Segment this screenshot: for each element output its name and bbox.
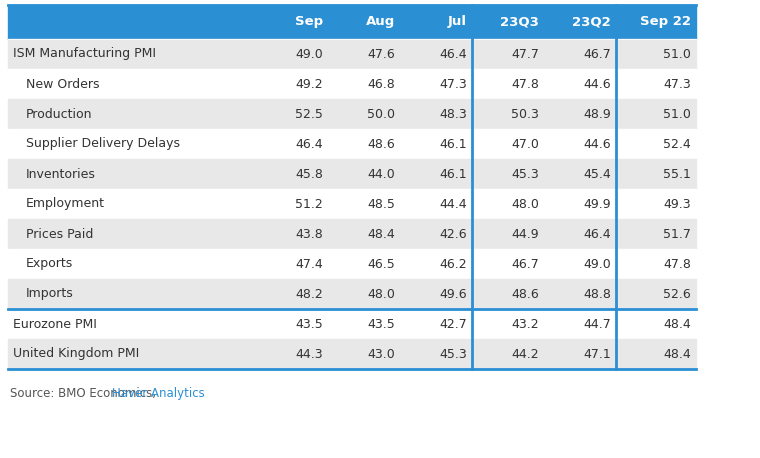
Text: 46.2: 46.2 [439,257,467,271]
Text: 43.8: 43.8 [295,228,323,240]
Text: 49.6: 49.6 [439,288,467,300]
Bar [8,129,696,159]
Text: 47.3: 47.3 [439,77,467,91]
Text: 44.4: 44.4 [439,197,467,211]
Text: Aug: Aug [366,16,395,28]
Text: Employment: Employment [26,197,105,211]
Text: 50.0: 50.0 [367,108,395,120]
Text: 52.5: 52.5 [295,108,323,120]
Text: 48.8: 48.8 [583,288,611,300]
Text: Prices Paid: Prices Paid [26,228,93,240]
Text: 46.7: 46.7 [511,257,539,271]
Text: 46.5: 46.5 [367,257,395,271]
Text: 44.9: 44.9 [511,228,539,240]
Text: Supplier Delivery Delays: Supplier Delivery Delays [26,137,180,151]
Text: 47.1: 47.1 [583,348,611,360]
Text: 23Q3: 23Q3 [500,16,539,28]
Text: Production: Production [26,108,93,120]
Text: 48.0: 48.0 [511,197,539,211]
Text: 49.3: 49.3 [663,197,691,211]
Text: 49.2: 49.2 [296,77,323,91]
Text: 48.9: 48.9 [583,108,611,120]
Text: 45.3: 45.3 [511,168,539,180]
Text: 45.4: 45.4 [583,168,611,180]
Bar [8,249,696,279]
Text: 48.2: 48.2 [295,288,323,300]
Text: 47.0: 47.0 [511,137,539,151]
Text: 51.7: 51.7 [663,228,691,240]
Text: 51.2: 51.2 [295,197,323,211]
Text: ISM Manufacturing PMI: ISM Manufacturing PMI [13,48,156,60]
Text: 44.6: 44.6 [584,77,611,91]
Text: New Orders: New Orders [26,77,100,91]
Text: 45.8: 45.8 [295,168,323,180]
Bar [8,279,696,309]
Text: 44.6: 44.6 [584,137,611,151]
Text: 47.8: 47.8 [663,257,691,271]
Text: Source: BMO Economics,: Source: BMO Economics, [10,387,160,400]
Text: 48.5: 48.5 [367,197,395,211]
Text: 43.5: 43.5 [295,317,323,331]
Text: 47.6: 47.6 [367,48,395,60]
Text: 42.7: 42.7 [439,317,467,331]
Bar [8,309,696,339]
Text: Haver Analytics: Haver Analytics [112,387,204,400]
Text: 48.4: 48.4 [663,317,691,331]
Text: 47.7: 47.7 [511,48,539,60]
Text: 46.4: 46.4 [296,137,323,151]
Text: Sep 22: Sep 22 [640,16,691,28]
Bar [8,39,696,69]
Bar [8,339,696,369]
Text: 51.0: 51.0 [663,108,691,120]
Text: 42.6: 42.6 [439,228,467,240]
Text: 47.4: 47.4 [295,257,323,271]
Text: 48.6: 48.6 [511,288,539,300]
Bar [8,5,696,39]
Text: 23Q2: 23Q2 [572,16,611,28]
Text: 52.6: 52.6 [663,288,691,300]
Text: 45.3: 45.3 [439,348,467,360]
Text: 44.7: 44.7 [583,317,611,331]
Text: 51.0: 51.0 [663,48,691,60]
Text: 46.8: 46.8 [367,77,395,91]
Text: 47.8: 47.8 [511,77,539,91]
Bar [8,69,696,99]
Text: Imports: Imports [26,288,74,300]
Text: 43.5: 43.5 [367,317,395,331]
Text: 46.1: 46.1 [439,168,467,180]
Text: 52.4: 52.4 [663,137,691,151]
Text: 49.0: 49.0 [583,257,611,271]
Text: 47.3: 47.3 [663,77,691,91]
Text: 48.4: 48.4 [663,348,691,360]
Text: 50.3: 50.3 [511,108,539,120]
Text: Jul: Jul [448,16,467,28]
Text: Inventories: Inventories [26,168,96,180]
Text: 43.0: 43.0 [367,348,395,360]
Text: 49.0: 49.0 [295,48,323,60]
Text: 43.2: 43.2 [511,317,539,331]
Text: 49.9: 49.9 [584,197,611,211]
Text: 44.3: 44.3 [296,348,323,360]
Bar [8,159,696,189]
Text: Exports: Exports [26,257,73,271]
Text: 44.0: 44.0 [367,168,395,180]
Text: 48.0: 48.0 [367,288,395,300]
Text: 46.4: 46.4 [584,228,611,240]
Text: 46.4: 46.4 [439,48,467,60]
Text: 46.1: 46.1 [439,137,467,151]
Text: 48.3: 48.3 [439,108,467,120]
Text: 55.1: 55.1 [663,168,691,180]
Bar [8,99,696,129]
Text: 48.4: 48.4 [367,228,395,240]
Text: Eurozone PMI: Eurozone PMI [13,317,97,331]
Text: 44.2: 44.2 [511,348,539,360]
Text: Sep: Sep [295,16,323,28]
Bar [8,219,696,249]
Text: 48.6: 48.6 [367,137,395,151]
Text: 46.7: 46.7 [583,48,611,60]
Text: United Kingdom PMI: United Kingdom PMI [13,348,139,360]
Bar [8,189,696,219]
